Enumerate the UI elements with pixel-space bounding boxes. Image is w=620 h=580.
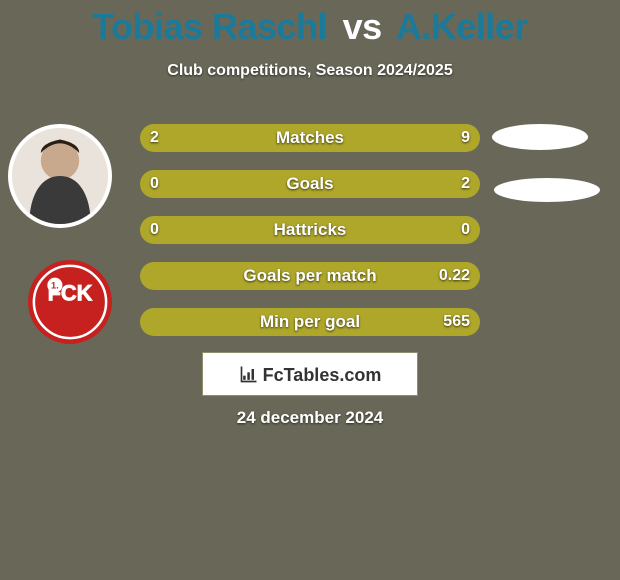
svg-text:1.: 1. xyxy=(51,281,59,291)
stat-row: Min per goal565 xyxy=(140,308,480,336)
stat-row: Matches2 9 xyxy=(140,124,480,152)
stat-row: Goals per match0.22 xyxy=(140,262,480,290)
player1-avatar xyxy=(8,124,112,228)
player1-club-badge: FCK FCK 1. xyxy=(28,260,112,344)
stat-value-right: 0.22 xyxy=(439,262,470,290)
stat-row: Hattricks0 0 xyxy=(140,216,480,244)
stat-label: Hattricks xyxy=(140,216,480,244)
stat-value-right: 9 xyxy=(461,124,470,152)
comparison-title: Tobias Raschl vs A.Keller xyxy=(0,6,620,48)
club-badge-svg: FCK FCK 1. xyxy=(28,260,112,344)
subtitle: Club competitions, Season 2024/2025 xyxy=(0,62,620,80)
watermark-text: FcTables.com xyxy=(263,365,382,385)
chart-icon xyxy=(239,364,259,384)
watermark: FcTables.com xyxy=(202,352,418,396)
stat-label: Goals per match xyxy=(140,262,480,290)
avatar-placeholder xyxy=(12,128,108,224)
stat-value-right: 565 xyxy=(443,308,470,336)
stat-row: Goals0 2 xyxy=(140,170,480,198)
stat-value-left: 0 xyxy=(150,216,159,244)
vs-label: vs xyxy=(343,6,382,47)
stat-label: Matches xyxy=(140,124,480,152)
player2-avatar-placeholder xyxy=(494,178,600,202)
player1-name: Tobias Raschl xyxy=(92,6,327,47)
footer-date: 24 december 2024 xyxy=(0,408,620,428)
stat-label: Goals xyxy=(140,170,480,198)
stat-value-left: 0 xyxy=(150,170,159,198)
stat-value-right: 0 xyxy=(461,216,470,244)
stat-value-left: 2 xyxy=(150,124,159,152)
stat-label: Min per goal xyxy=(140,308,480,336)
stat-bars: Matches29Goals02Hattricks00Goals per mat… xyxy=(140,124,480,354)
player2-name: A.Keller xyxy=(396,6,528,47)
stat-value-right: 2 xyxy=(461,170,470,198)
player2-avatar-placeholder xyxy=(492,124,588,150)
